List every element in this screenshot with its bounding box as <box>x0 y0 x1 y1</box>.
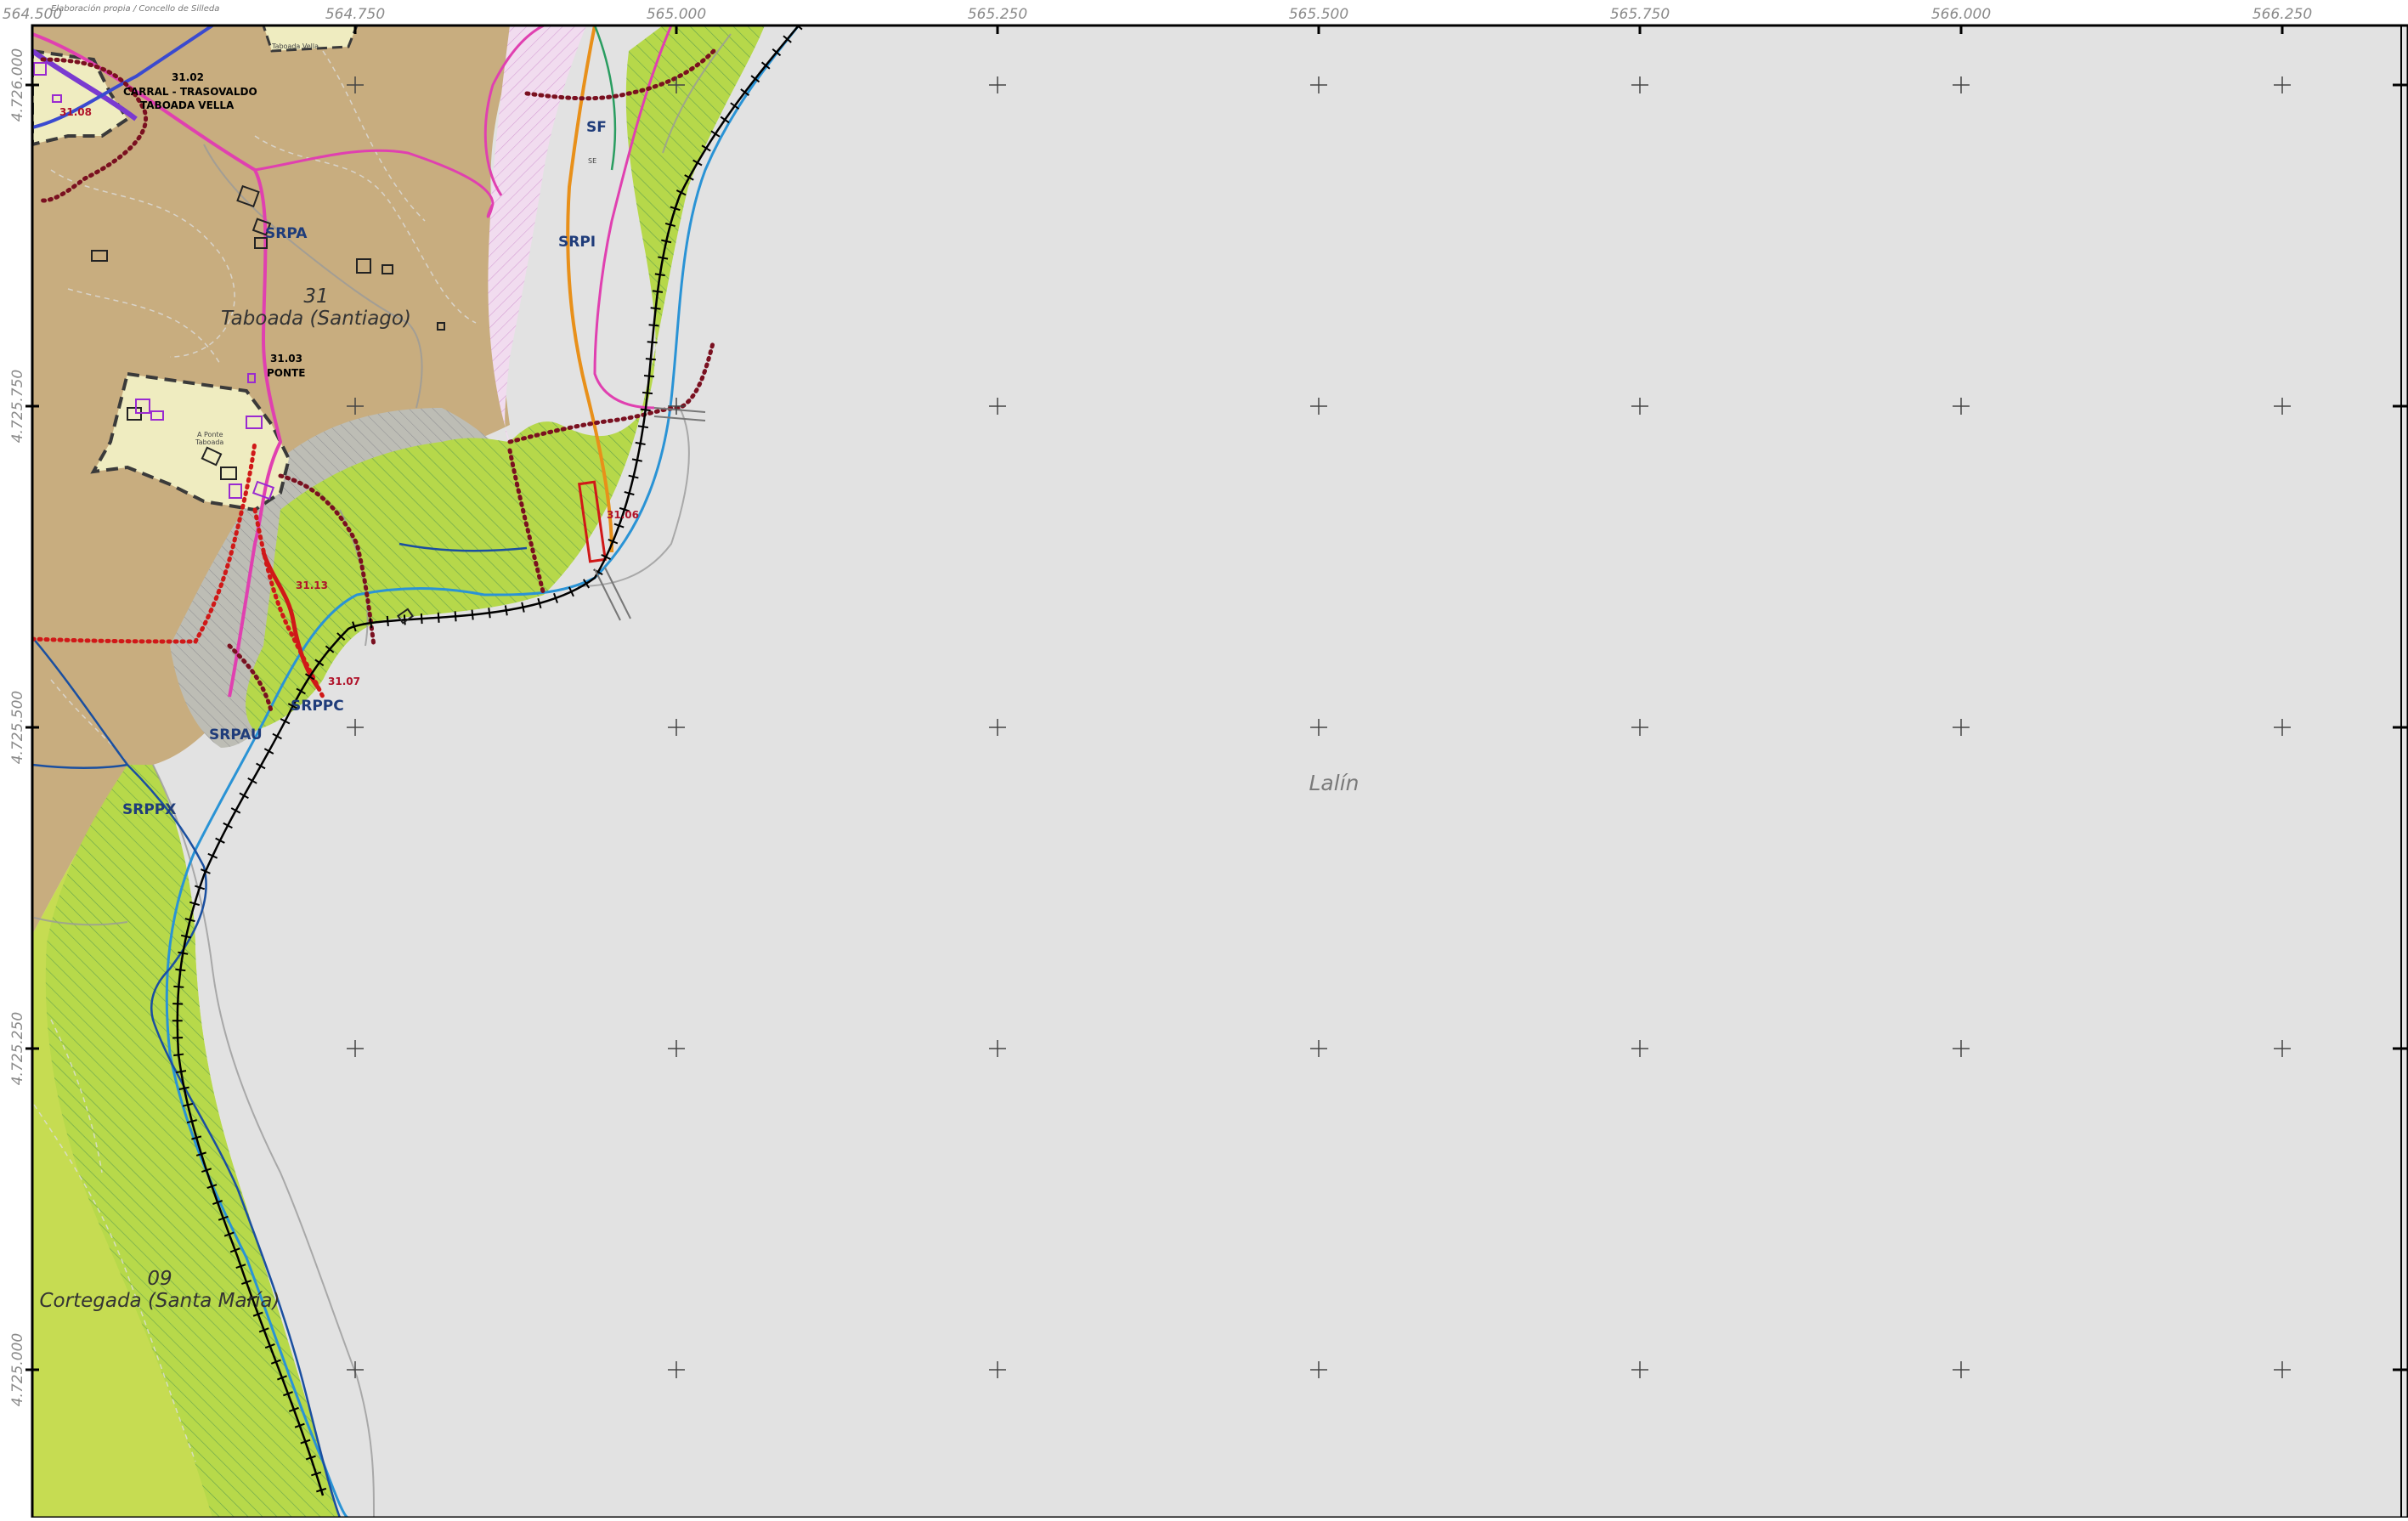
municipality-label-lalin: Lalín <box>1309 771 1359 795</box>
y-tick-label: 4.725.500 <box>9 691 26 765</box>
municipal-boundary <box>176 25 800 1496</box>
settlement-code-3103[interactable]: 31.03 <box>270 353 302 365</box>
settlement-code-3113[interactable]: 31.13 <box>296 580 328 591</box>
stream <box>32 542 528 1518</box>
y-tick-label: 4.725.250 <box>9 1012 26 1086</box>
bridge <box>594 407 706 621</box>
grid-crosses <box>347 76 2291 1378</box>
x-tick-label: 566.250 <box>2253 6 2312 23</box>
place-label-taboadavella: Taboada Vella <box>271 42 319 50</box>
parish-number-09: 09 <box>147 1268 172 1290</box>
place-label-aponte-line2: Taboada <box>195 438 223 446</box>
x-tick-label: 564.750 <box>325 6 385 23</box>
zone-label-se[interactable]: SE <box>588 157 596 165</box>
local-roads <box>33 33 732 1518</box>
secondary-road[interactable] <box>254 149 495 218</box>
y-tick-label: 4.725.750 <box>9 370 26 444</box>
river[interactable] <box>165 25 800 1518</box>
settlement-name-3102-line2: TABOADA VELLA <box>140 99 235 111</box>
settlement-name-3102-line1: CARRAL - TRASOVALDO <box>123 86 257 98</box>
x-tick-label: 564.500 <box>3 6 62 23</box>
place-label-aponte-line1: A Ponte <box>197 431 223 438</box>
parish-number-31: 31 <box>303 286 328 308</box>
x-tick-label: 566.000 <box>1931 6 1991 23</box>
main-road[interactable] <box>32 32 283 698</box>
buildings <box>91 184 445 625</box>
zone-label-srppx[interactable]: SRPPX <box>122 801 176 818</box>
edge-ticks <box>25 25 2408 1371</box>
y-tick-label: 4.726.000 <box>9 48 26 122</box>
parcel-3106-outline <box>577 480 608 563</box>
settlement-code-3102[interactable]: 31.02 <box>172 71 204 83</box>
settlement-name-3103: PONTE <box>267 367 305 379</box>
y-tick-label: 4.725.000 <box>9 1333 26 1407</box>
x-tick-label: 565.750 <box>1610 6 1670 23</box>
x-tick-label: 565.250 <box>968 6 1027 23</box>
source-note: Elaboración propia / Concello de Silleda <box>51 3 219 14</box>
map-body <box>32 25 2408 1518</box>
y-tick-labels: 4.726.000 4.725.750 4.725.500 4.725.250 … <box>9 48 26 1407</box>
zone-label-srpa[interactable]: SRPA <box>265 225 308 242</box>
settlement-code-3108[interactable]: 31.08 <box>59 106 92 118</box>
zone-label-srpi[interactable]: SRPI <box>558 234 596 251</box>
settlement-code-3107[interactable]: 31.07 <box>328 676 360 687</box>
zone-label-sf[interactable]: SF <box>586 119 607 136</box>
x-tick-label: 565.500 <box>1289 6 1348 23</box>
zone-label-srppc[interactable]: SRPPC <box>291 698 344 715</box>
settlement-area-aponte <box>90 371 291 512</box>
pink-protected-hatch <box>488 25 586 442</box>
settlement-area-taboadavella <box>262 25 359 53</box>
settlement-code-3106[interactable]: 31.06 <box>607 509 639 521</box>
road-north-branch[interactable] <box>483 25 545 196</box>
orange-infrastructure-line[interactable] <box>566 25 613 553</box>
blue-road <box>32 25 214 129</box>
parish-name-09: Cortegada (Santa María) <box>40 1290 280 1312</box>
river-valley-hatch <box>246 25 766 731</box>
x-tick-label: 565.000 <box>647 6 706 23</box>
zone-label-srpau[interactable]: SRPAU <box>209 727 263 744</box>
green-infrastructure-line <box>593 25 617 171</box>
parish-name-31: Taboada (Santiago) <box>221 308 411 330</box>
x-tick-labels: 564.500 564.750 565.000 565.250 565.500 … <box>3 6 2312 23</box>
road-east-branch[interactable] <box>593 25 673 410</box>
purple-buildings <box>33 62 275 500</box>
